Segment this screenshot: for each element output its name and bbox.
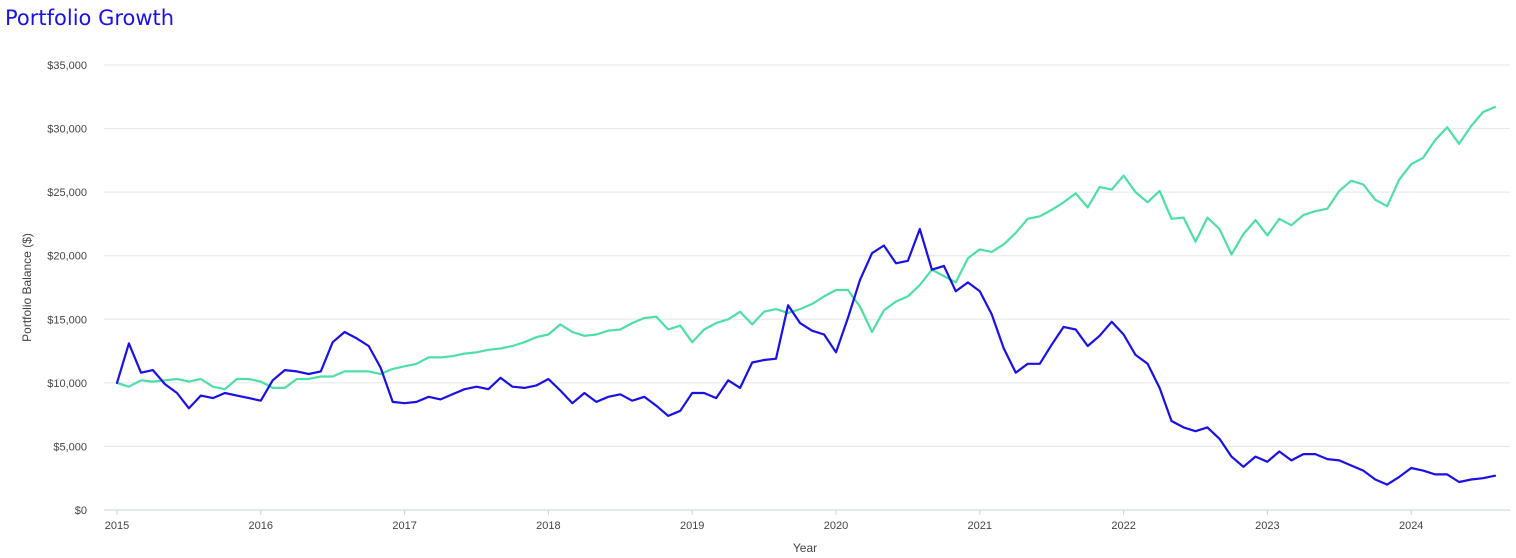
series-line-1 — [115, 105, 1497, 391]
y-tick-label: $35,000 — [47, 60, 87, 72]
x-tick-label: 2023 — [1255, 520, 1279, 532]
series-line-0 — [115, 227, 1497, 486]
y-tick-label: $10,000 — [47, 378, 87, 390]
x-tick-label: 2021 — [968, 520, 992, 532]
y-axis-label: Portfolio Balance ($) — [20, 233, 34, 342]
y-tick-label: $0 — [75, 505, 87, 517]
chart-title: Portfolio Growth — [5, 6, 175, 30]
y-tick-label: $20,000 — [47, 251, 87, 263]
x-tick-label: 2020 — [824, 520, 848, 532]
x-tick-label: 2024 — [1399, 520, 1423, 532]
y-tick-label: $25,000 — [47, 187, 87, 199]
x-tick-label: 2022 — [1111, 520, 1135, 532]
y-tick-label: $5,000 — [53, 441, 87, 453]
x-tick-label: 2019 — [680, 520, 704, 532]
y-tick-label: $30,000 — [47, 124, 87, 136]
series-lines — [115, 105, 1497, 486]
x-tick-label: 2016 — [249, 520, 273, 532]
axes: $0 $5,000 $10,000 $15,000 $20,000 $25,000 $30,… — [47, 60, 1510, 532]
x-tick-label: 2018 — [536, 520, 560, 532]
x-tick-label: 2015 — [105, 520, 129, 532]
x-tick-label: 2017 — [392, 520, 416, 532]
y-tick-label: $15,000 — [47, 314, 87, 326]
gridlines — [104, 64, 1510, 447]
x-axis-label: Year — [793, 541, 817, 555]
